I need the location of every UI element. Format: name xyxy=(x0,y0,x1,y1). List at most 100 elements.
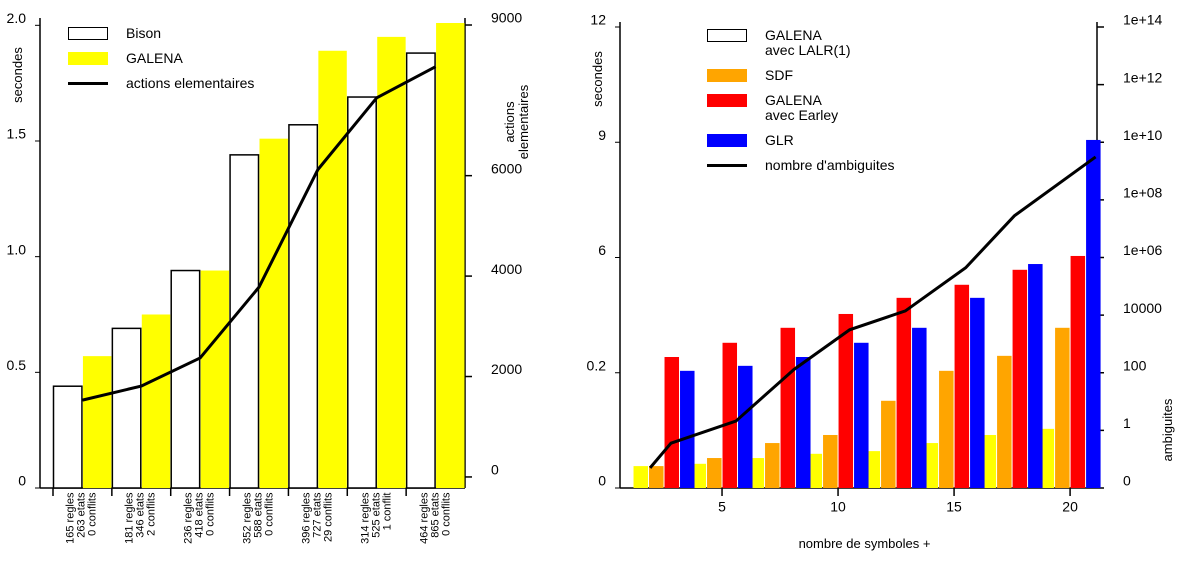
legend-label: actions elementaires xyxy=(126,75,255,91)
bar xyxy=(1055,327,1070,488)
legend: GALENA avec LALR(1) SDF GALENA avec Earley… xyxy=(707,28,895,173)
y2-tick-label: 1e+08 xyxy=(1123,185,1163,201)
bar xyxy=(796,356,811,488)
bar xyxy=(954,284,970,488)
bar xyxy=(200,270,230,488)
bar xyxy=(649,466,664,488)
y2-tick-label: 1e+14 xyxy=(1123,12,1163,28)
bar xyxy=(854,342,869,488)
legend-swatch xyxy=(68,52,108,65)
legend-item: Bison xyxy=(68,26,254,41)
legend-swatch xyxy=(707,158,747,173)
legend-swatch xyxy=(707,69,747,82)
bar xyxy=(141,314,171,488)
bar xyxy=(436,23,465,488)
bar xyxy=(1086,139,1101,488)
bar xyxy=(229,154,260,489)
bar xyxy=(1028,264,1043,488)
bar xyxy=(82,356,112,488)
bar xyxy=(738,365,753,488)
x-tick-label: 396 regles 727 etats 29 conflits xyxy=(300,492,335,544)
x-tick-label: 5 xyxy=(718,499,726,515)
y2-tick-label: 6000 xyxy=(491,160,522,176)
bar xyxy=(707,458,722,488)
y-tick-label: 1.5 xyxy=(7,126,27,142)
y-tick-label: 1.0 xyxy=(7,241,27,257)
y2-tick-label: 4000 xyxy=(491,261,522,277)
bar xyxy=(318,50,347,488)
x-tick-label: 314 regles 525 etats 1 conflit xyxy=(359,492,394,544)
y-tick-label: 0 xyxy=(598,473,606,489)
legend: Bison GALENA actions elementaires xyxy=(68,26,254,91)
bar xyxy=(722,342,738,488)
bar xyxy=(633,466,649,488)
y-tick-label: 0.5 xyxy=(7,357,27,373)
y2-tick-label: 2000 xyxy=(491,361,522,377)
bar xyxy=(807,453,823,488)
legend-item: GALENA xyxy=(68,51,254,66)
bar xyxy=(838,313,854,488)
bar xyxy=(865,451,881,488)
y2-tick-label: 9000 xyxy=(491,10,522,26)
y2-tick-label: 1e+12 xyxy=(1123,69,1163,85)
x-tick-label: 236 regles 418 etats 0 conflits xyxy=(182,492,217,544)
x-tick-label: 464 regles 865 etats 0 conflits xyxy=(418,492,453,544)
line xyxy=(82,65,437,402)
legend-swatch xyxy=(707,94,747,107)
x-tick-label: 15 xyxy=(946,499,962,515)
y2-tick-label: 1e+10 xyxy=(1123,127,1163,143)
bar xyxy=(1012,269,1028,488)
x-tick-label: 181 regles 346 etats 2 conflits xyxy=(123,492,158,544)
x-tick-label: 165 regles 263 etats 0 conflits xyxy=(64,492,99,544)
y-axis-title: secondes xyxy=(10,47,25,103)
y-tick-label: 0 xyxy=(18,473,26,489)
bar xyxy=(170,269,201,489)
legend-label: Bison xyxy=(126,25,162,41)
bar xyxy=(780,327,796,488)
y2-tick-label: 0 xyxy=(491,462,499,478)
x-tick-label: 10 xyxy=(830,499,846,515)
y-tick-label: 9 xyxy=(598,127,606,143)
bar xyxy=(405,52,436,489)
bar xyxy=(1070,255,1086,488)
legend-item: actions elementaires xyxy=(68,76,254,91)
y-tick-label: 0.2 xyxy=(587,357,607,373)
x-tick-label: 352 regles 588 etats 0 conflits xyxy=(241,492,276,544)
y2-tick-label: 0 xyxy=(1123,473,1131,489)
bar xyxy=(765,443,780,488)
y-tick-label: 12 xyxy=(590,12,606,28)
legend-swatch xyxy=(707,29,747,42)
bar xyxy=(111,327,142,489)
bar xyxy=(881,400,896,488)
bar xyxy=(680,370,695,488)
legend-swatch xyxy=(707,134,747,147)
legend-swatch xyxy=(68,76,108,91)
x-tick-label: 20 xyxy=(1062,499,1078,515)
y-tick-label: 2.0 xyxy=(7,10,27,26)
legend-item: GLR xyxy=(707,133,895,148)
line xyxy=(648,155,1097,469)
bar xyxy=(377,36,406,489)
y2-tick-label: 1 xyxy=(1123,415,1131,431)
legend-label: GALENA avec Earley xyxy=(765,92,839,123)
bar xyxy=(912,327,927,488)
bar xyxy=(259,138,288,489)
y2-axis-title: ambiguites xyxy=(1160,398,1175,462)
bar xyxy=(664,356,680,488)
legend-label: GLR xyxy=(765,132,794,148)
legend-item: SDF xyxy=(707,68,895,83)
y2-tick-label: 1e+06 xyxy=(1123,242,1163,258)
bar xyxy=(288,124,319,489)
x-axis-title: nombre de symboles + xyxy=(798,536,931,551)
legend-label: GALENA avec LALR(1) xyxy=(765,27,851,58)
y-tick-label: 6 xyxy=(598,242,606,258)
bar xyxy=(691,463,707,488)
legend-label: nombre d'ambiguites xyxy=(765,157,895,173)
y2-tick-label: 100 xyxy=(1123,357,1147,373)
bar xyxy=(939,370,954,488)
bar xyxy=(1039,428,1055,488)
y2-tick-label: 10000 xyxy=(1123,300,1162,316)
bar xyxy=(896,297,912,488)
